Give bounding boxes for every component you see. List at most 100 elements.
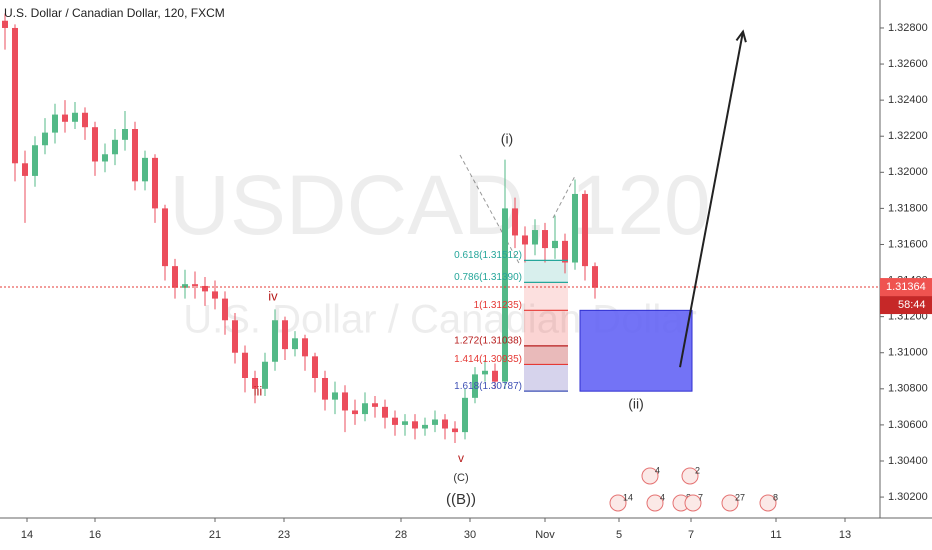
y-tick-label: 1.31000: [888, 347, 928, 359]
candle-body: [302, 338, 308, 357]
candle-body: [472, 374, 478, 398]
projection-arrow: [679, 31, 744, 368]
target-box: [579, 309, 693, 392]
event-count: 27: [735, 492, 745, 502]
y-tick-label: 1.30400: [888, 455, 928, 467]
candle-body: [422, 424, 428, 429]
candle-body: [572, 193, 578, 263]
candle-body: [222, 298, 228, 321]
candle-body: [242, 352, 248, 378]
candle-body: [232, 320, 238, 353]
event-count: 8: [773, 492, 778, 502]
event-count: 4: [660, 492, 665, 502]
candle-body: [442, 419, 448, 429]
candle-body: [372, 403, 378, 407]
y-tick-label: 1.32800: [888, 22, 928, 34]
candle-body: [352, 410, 358, 415]
x-tick-label: Nov: [535, 529, 555, 541]
candle-body: [492, 370, 498, 382]
candle-body: [62, 114, 68, 122]
candle-body: [172, 266, 178, 288]
candle-body: [142, 157, 148, 182]
candle-body: [392, 417, 398, 425]
chart-title: U.S. Dollar / Canadian Dollar, 120, FXCM: [4, 6, 225, 20]
candle-body: [92, 127, 98, 162]
x-tick-label: 11: [770, 529, 781, 541]
watermark: USDCAD, 120: [169, 158, 711, 252]
candle-body: [132, 129, 138, 182]
y-tick-label: 1.31800: [888, 202, 928, 214]
candle-body: [12, 27, 18, 164]
candle-body: [482, 370, 488, 375]
x-tick-label: 7: [688, 529, 694, 541]
candle-body: [432, 419, 438, 425]
countdown: 58:44: [898, 299, 926, 311]
candle-body: [312, 356, 318, 378]
event-count: 2: [695, 465, 700, 475]
arrow-head: [735, 29, 747, 43]
candle-body: [382, 406, 388, 418]
event-badge: [721, 494, 739, 512]
candle-body: [202, 285, 208, 292]
wave-label: iii: [254, 383, 263, 398]
candle-body: [412, 421, 418, 429]
candle-body: [502, 208, 508, 382]
x-tick-label: 14: [21, 529, 33, 541]
wave-label: iv: [268, 288, 278, 303]
candle-body: [362, 403, 368, 415]
wave-label: ((B)): [446, 491, 476, 508]
wave-label: (ii): [628, 396, 644, 412]
y-tick-label: 1.32200: [888, 130, 928, 142]
candle-body: [2, 20, 8, 28]
candle-body: [192, 284, 198, 286]
y-tick-label: 1.30600: [888, 419, 928, 431]
y-tick-label: 1.30800: [888, 383, 928, 395]
x-tick-label: 16: [89, 529, 101, 541]
event-badge: [609, 494, 627, 512]
y-tick-label: 1.30200: [888, 491, 928, 503]
x-tick-label: 30: [464, 529, 476, 541]
event-count: 7: [698, 492, 703, 502]
candle-body: [582, 193, 588, 267]
candle-body: [532, 230, 538, 245]
wave-label: (i): [501, 131, 513, 147]
fib-label: 1.414(1.30935): [454, 354, 522, 365]
candle-body: [342, 392, 348, 411]
x-tick-label: 21: [209, 529, 221, 541]
candle-body: [252, 377, 258, 389]
candle-body: [182, 284, 188, 288]
event-count: 14: [623, 492, 633, 502]
candle-body: [162, 208, 168, 267]
x-tick-label: 13: [839, 529, 851, 541]
event-badge: [684, 494, 702, 512]
x-tick-label: 23: [278, 529, 290, 541]
candle-body: [82, 112, 88, 128]
wave-label: (C): [453, 472, 468, 484]
candle-body: [32, 145, 38, 176]
fib-zone: [524, 364, 568, 392]
last-price-label: 1.31364: [886, 281, 926, 293]
candle-body: [552, 240, 558, 249]
candle-body: [322, 377, 328, 400]
x-tick-label: 5: [616, 529, 622, 541]
y-tick-label: 1.32600: [888, 58, 928, 70]
candle-body: [512, 208, 518, 236]
event-badge: [641, 467, 659, 485]
fib-label: 0.618(1.31512): [454, 250, 522, 261]
candle-body: [522, 235, 528, 245]
candle-body: [402, 421, 408, 425]
fib-label: 1(1.31235): [474, 300, 522, 311]
candle-body: [542, 230, 548, 249]
candle-body: [212, 291, 218, 299]
candle-body: [122, 129, 128, 140]
countdown-box: [880, 296, 932, 315]
trend-dash: [552, 175, 576, 219]
fib-label: 1.272(1.31038): [454, 336, 522, 347]
candle-body: [42, 132, 48, 146]
candle-body: [22, 163, 28, 176]
last-price-box: [880, 278, 932, 297]
fib-label: 1.618(1.30787): [454, 381, 522, 392]
candle-body: [332, 392, 338, 400]
